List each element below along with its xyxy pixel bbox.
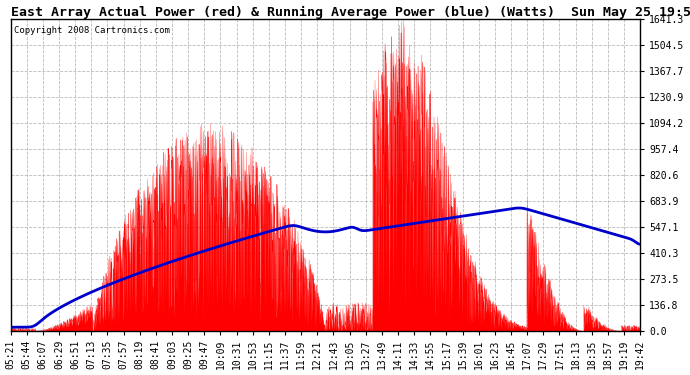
Text: Copyright 2008 Cartronics.com: Copyright 2008 Cartronics.com — [14, 27, 170, 36]
Text: East Array Actual Power (red) & Running Average Power (blue) (Watts)  Sun May 25: East Array Actual Power (red) & Running … — [10, 6, 690, 19]
